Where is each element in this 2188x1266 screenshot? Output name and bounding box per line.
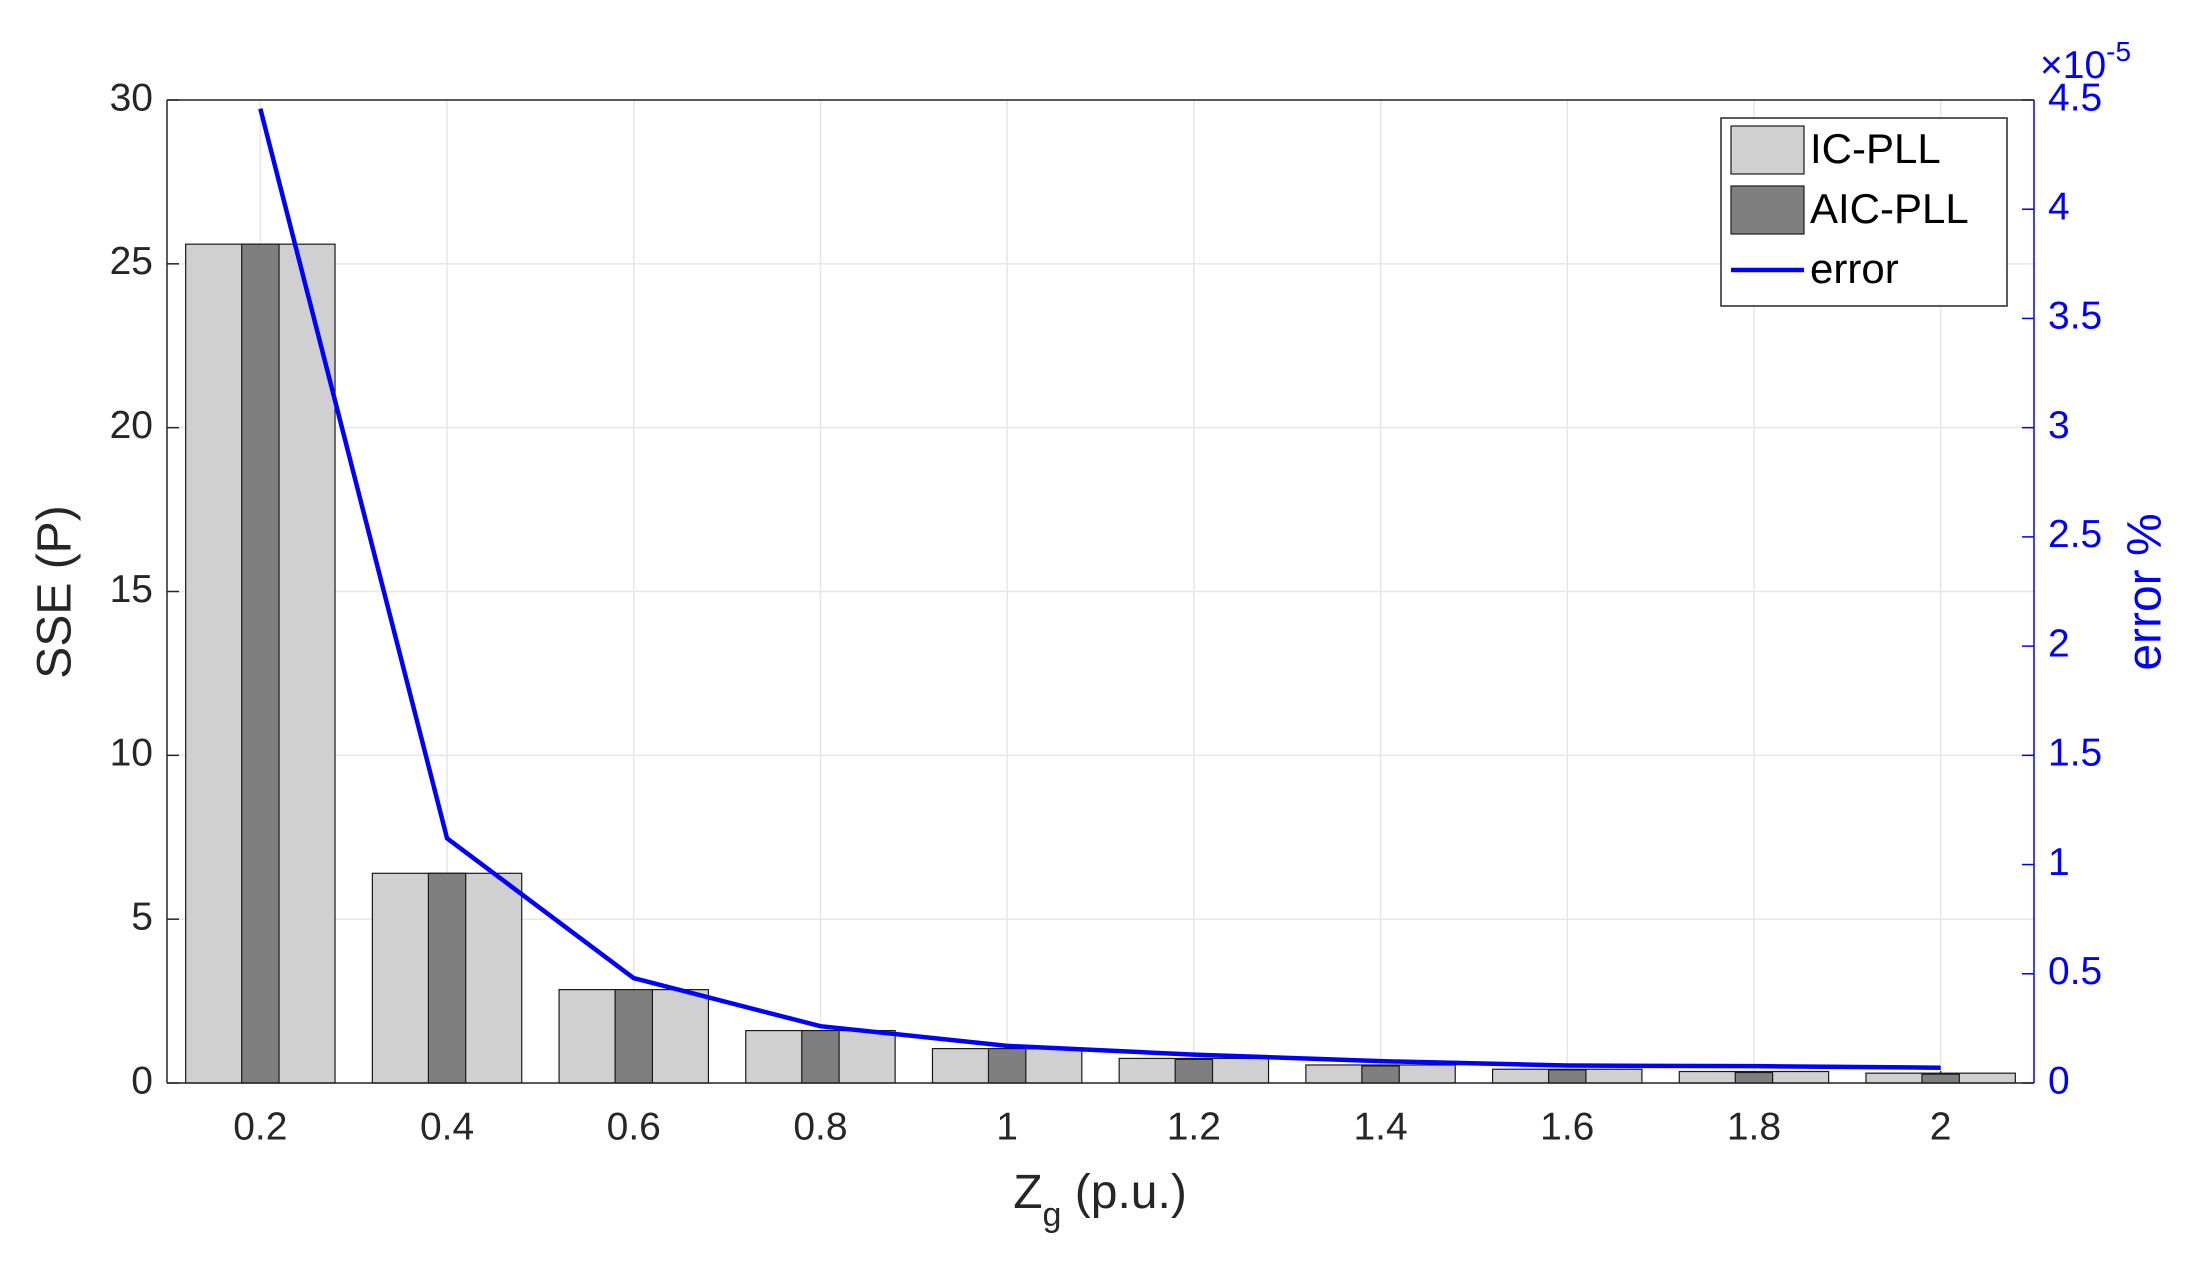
- bar: [241, 243, 280, 1084]
- x-tick-label: 1: [996, 1105, 1018, 1148]
- line: [258, 108, 1941, 1070]
- y2-tick-label: 1: [2048, 841, 2070, 884]
- x-tick-label: 1.2: [1167, 1105, 1221, 1148]
- x-tick-label: 0.8: [793, 1105, 847, 1148]
- y2-tick-label: 4.5: [2048, 76, 2102, 119]
- y2-tick-label: 2.5: [2048, 513, 2102, 556]
- y2-tick-label: 3: [2048, 404, 2070, 447]
- y-tick-label: 30: [110, 76, 153, 119]
- x-axis-label: Zg (p.u.): [1013, 1166, 1187, 1234]
- x-tick-label: 0.6: [607, 1105, 661, 1148]
- multiplier-exponent: -5: [2106, 36, 2131, 67]
- y2-tick-label: 2: [2048, 622, 2070, 665]
- y-axis-label: SSE (P): [29, 505, 82, 678]
- legend-label: error: [1810, 245, 1899, 292]
- bar: [1734, 1071, 1774, 1084]
- x-label-main: Z: [1013, 1166, 1042, 1219]
- x-tick-label: 1.6: [1540, 1105, 1594, 1148]
- bar: [801, 1029, 840, 1084]
- y2-tick-label: 3.5: [2048, 295, 2102, 338]
- y2-axis-label: error %: [2119, 513, 2172, 670]
- y2-multiplier: ×10-5: [2040, 36, 2131, 87]
- multiplier-base: ×10: [2040, 44, 2106, 87]
- x-label-subscript: g: [1043, 1196, 1062, 1234]
- y-tick-label: 5: [131, 895, 153, 938]
- legend-swatch: [1730, 185, 1805, 235]
- y-tick-label: 20: [110, 404, 153, 447]
- y-tick-label: 15: [110, 568, 153, 611]
- y-tick-label: 0: [131, 1059, 153, 1102]
- legend: IC-PLL AIC-PLL error: [1720, 117, 2008, 307]
- legend-label: AIC-PLL: [1810, 185, 1969, 232]
- bar: [1921, 1073, 1960, 1084]
- y2-tick-label: 1.5: [2048, 732, 2102, 775]
- bar: [1547, 1069, 1587, 1084]
- x-tick-label: 1.8: [1727, 1105, 1781, 1148]
- y2-tick-label: 0.5: [2048, 950, 2102, 993]
- y2-tick-label: 4: [2048, 186, 2070, 229]
- bar: [1361, 1065, 1400, 1084]
- legend-label: IC-PLL: [1810, 125, 1941, 172]
- x-tick-label: 2: [1930, 1105, 1952, 1148]
- x-tick-label: 0.2: [233, 1105, 287, 1148]
- x-tick-label: 0.4: [420, 1105, 474, 1148]
- bar: [1174, 1058, 1214, 1084]
- x-label-suffix: (p.u.): [1061, 1166, 1186, 1219]
- x-tick-label: 1.4: [1353, 1105, 1407, 1148]
- legend-swatch: [1730, 125, 1805, 175]
- bar: [427, 872, 467, 1084]
- y-tick-label: 25: [110, 240, 153, 283]
- bar: [614, 989, 654, 1084]
- bar: [987, 1047, 1027, 1084]
- y-tick-label: 10: [110, 732, 153, 775]
- y2-tick-label: 0: [2048, 1059, 2070, 1102]
